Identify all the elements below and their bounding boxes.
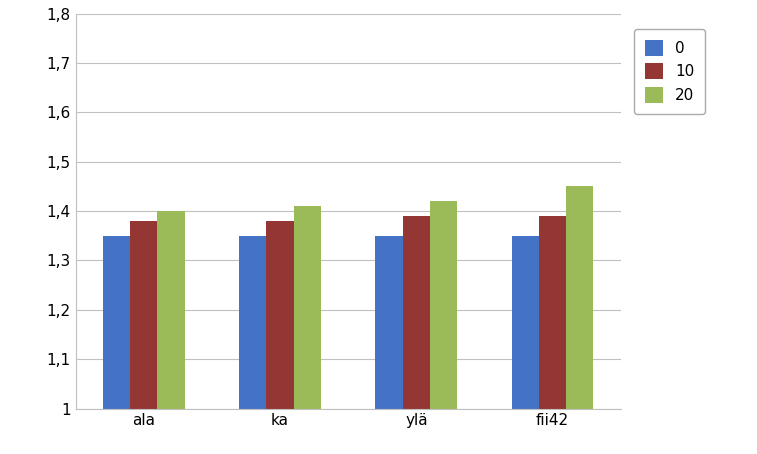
Bar (103, 236, 130, 454)
Legend: 0, 10, 20: 0, 10, 20 (634, 29, 705, 114)
Bar (403, 216, 430, 454)
Bar (130, 221, 157, 454)
Bar (157, 211, 185, 454)
Bar (375, 236, 403, 454)
Bar (539, 216, 566, 454)
Bar (512, 236, 539, 454)
Bar (566, 187, 593, 454)
Bar (266, 221, 294, 454)
Bar (430, 201, 457, 454)
Bar (239, 236, 266, 454)
Bar (294, 206, 321, 454)
